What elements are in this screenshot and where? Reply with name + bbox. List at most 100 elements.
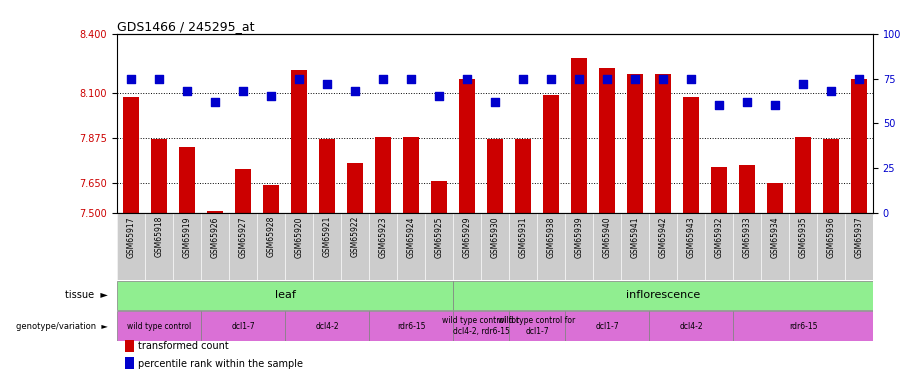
- Bar: [654, 74, 671, 213]
- Bar: [178, 147, 195, 213]
- Point: [152, 75, 166, 81]
- Point: [712, 102, 726, 108]
- Bar: [850, 80, 868, 213]
- Bar: [598, 68, 616, 213]
- Bar: [263, 185, 279, 213]
- Point: [656, 75, 670, 81]
- Text: wild type control for
dcl4-2, rdr6-15: wild type control for dcl4-2, rdr6-15: [443, 316, 519, 336]
- Bar: [626, 74, 644, 213]
- Text: GSM65927: GSM65927: [238, 216, 248, 258]
- Text: GSM65920: GSM65920: [294, 216, 303, 258]
- Bar: [291, 69, 308, 213]
- Text: GSM65935: GSM65935: [798, 216, 807, 258]
- Bar: [319, 139, 336, 213]
- Text: genotype/variation  ►: genotype/variation ►: [16, 321, 108, 330]
- Text: tissue  ►: tissue ►: [65, 290, 108, 300]
- Point: [404, 75, 419, 81]
- Bar: [649, 311, 733, 341]
- Point: [599, 75, 614, 81]
- Text: GDS1466 / 245295_at: GDS1466 / 245295_at: [117, 20, 255, 33]
- Bar: [150, 139, 167, 213]
- Point: [180, 88, 194, 94]
- Bar: [682, 98, 699, 213]
- Point: [347, 88, 362, 94]
- Point: [264, 93, 278, 99]
- Text: GSM65931: GSM65931: [518, 216, 527, 258]
- Text: inflorescence: inflorescence: [626, 290, 700, 300]
- Bar: [571, 58, 588, 213]
- Text: GSM65917: GSM65917: [127, 216, 136, 258]
- Text: GSM65921: GSM65921: [322, 216, 331, 258]
- Point: [851, 75, 866, 81]
- Text: dcl1-7: dcl1-7: [231, 321, 255, 330]
- Text: GSM65937: GSM65937: [854, 216, 863, 258]
- Point: [292, 75, 306, 81]
- Bar: [374, 137, 392, 213]
- Text: GSM65930: GSM65930: [491, 216, 500, 258]
- Text: dcl4-2: dcl4-2: [680, 321, 703, 330]
- Point: [824, 88, 838, 94]
- Text: GSM65918: GSM65918: [155, 216, 164, 258]
- Text: GSM65938: GSM65938: [546, 216, 555, 258]
- Bar: [565, 311, 649, 341]
- Point: [320, 81, 334, 87]
- Point: [544, 75, 558, 81]
- Bar: [201, 311, 285, 341]
- Text: GSM65932: GSM65932: [715, 216, 724, 258]
- Bar: [402, 137, 419, 213]
- Bar: [767, 183, 783, 213]
- Point: [488, 99, 502, 105]
- Text: wild type control for
dcl1-7: wild type control for dcl1-7: [499, 316, 576, 336]
- Point: [572, 75, 586, 81]
- Point: [684, 75, 698, 81]
- Bar: [124, 340, 134, 351]
- Text: GSM65941: GSM65941: [631, 216, 640, 258]
- Text: GSM65933: GSM65933: [742, 216, 752, 258]
- Bar: [509, 311, 565, 341]
- Bar: [515, 139, 531, 213]
- Point: [796, 81, 810, 87]
- Point: [124, 75, 139, 81]
- Bar: [459, 80, 475, 213]
- Bar: [453, 311, 509, 341]
- Text: GSM65934: GSM65934: [770, 216, 779, 258]
- Bar: [795, 137, 812, 213]
- Bar: [543, 95, 560, 213]
- Text: percentile rank within the sample: percentile rank within the sample: [139, 358, 303, 369]
- Text: dcl4-2: dcl4-2: [315, 321, 338, 330]
- Text: GSM65942: GSM65942: [659, 216, 668, 258]
- Point: [432, 93, 446, 99]
- Text: rdr6-15: rdr6-15: [397, 321, 425, 330]
- Bar: [117, 311, 201, 341]
- Text: GSM65928: GSM65928: [266, 216, 275, 258]
- Text: GSM65926: GSM65926: [211, 216, 220, 258]
- Text: GSM65922: GSM65922: [350, 216, 359, 258]
- Bar: [122, 98, 140, 213]
- Text: GSM65939: GSM65939: [574, 216, 583, 258]
- Text: GSM65923: GSM65923: [379, 216, 388, 258]
- Point: [740, 99, 754, 105]
- Bar: [117, 280, 453, 310]
- Point: [516, 75, 530, 81]
- Text: GSM65929: GSM65929: [463, 216, 472, 258]
- Text: GSM65940: GSM65940: [602, 216, 611, 258]
- Bar: [346, 163, 364, 213]
- Text: GSM65924: GSM65924: [407, 216, 416, 258]
- Bar: [711, 167, 727, 213]
- Bar: [823, 139, 840, 213]
- Bar: [124, 357, 134, 369]
- Point: [768, 102, 782, 108]
- Text: GSM65919: GSM65919: [183, 216, 192, 258]
- Bar: [739, 165, 755, 213]
- Bar: [733, 311, 873, 341]
- Text: rdr6-15: rdr6-15: [788, 321, 817, 330]
- Point: [208, 99, 222, 105]
- Bar: [453, 280, 873, 310]
- Bar: [430, 181, 447, 213]
- Point: [628, 75, 643, 81]
- Text: transformed count: transformed count: [139, 341, 229, 351]
- Bar: [369, 311, 453, 341]
- Text: wild type control: wild type control: [127, 321, 191, 330]
- Text: GSM65936: GSM65936: [826, 216, 835, 258]
- Point: [236, 88, 250, 94]
